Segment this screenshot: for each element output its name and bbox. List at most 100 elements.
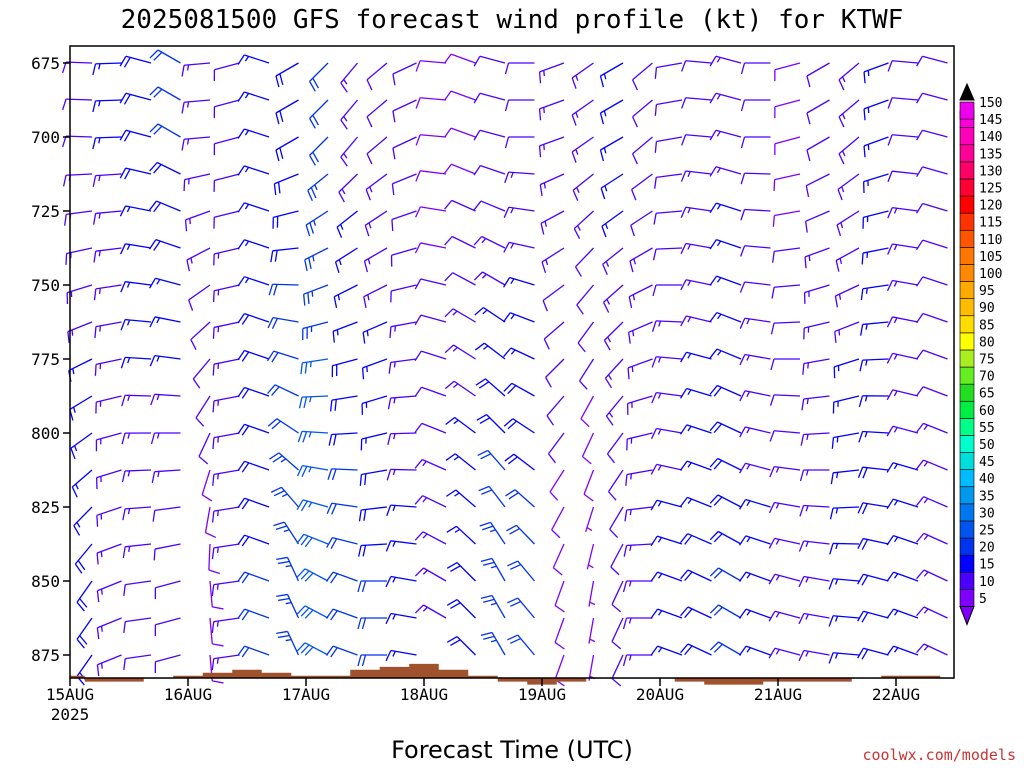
wind-barb bbox=[538, 62, 565, 84]
colorbar-band bbox=[959, 161, 975, 180]
colorbar-band bbox=[959, 178, 975, 197]
wind-barb bbox=[414, 531, 447, 545]
wind-barb bbox=[771, 284, 801, 299]
wind-barb bbox=[444, 308, 476, 323]
wind-barb bbox=[385, 575, 417, 588]
x-tick-label: 16AUG bbox=[164, 685, 212, 704]
colorbar-band bbox=[959, 212, 975, 231]
colorbar-tick-label: 110 bbox=[979, 233, 1002, 248]
wind-barb bbox=[739, 498, 771, 510]
wind-barb bbox=[237, 460, 270, 473]
wind-barb bbox=[237, 645, 270, 658]
x-axis: 15AUG 16AUG 17AUG 18AUG 19AUG 20AUG 21AUG 22AUG bbox=[46, 678, 920, 704]
wind-barb bbox=[119, 205, 152, 217]
wind-barb bbox=[414, 458, 447, 471]
wind-barb bbox=[654, 99, 683, 116]
wind-barb bbox=[862, 173, 889, 194]
wind-barb bbox=[390, 284, 417, 303]
wind-barb bbox=[577, 321, 595, 353]
wind-barb bbox=[76, 617, 93, 649]
wind-barb bbox=[886, 462, 919, 473]
wind-barb bbox=[709, 494, 742, 508]
wind-barb bbox=[681, 60, 712, 72]
wind-barb bbox=[798, 612, 830, 625]
wind-barb bbox=[609, 506, 624, 538]
wind-barb bbox=[296, 533, 329, 548]
wind-barb bbox=[268, 283, 299, 296]
wind-barb bbox=[916, 496, 948, 508]
wind-barb bbox=[709, 384, 742, 397]
wind-barb bbox=[192, 358, 211, 389]
wind-barb bbox=[150, 432, 181, 445]
wind-barb bbox=[357, 580, 387, 593]
wind-barb bbox=[296, 642, 329, 656]
wind-barb bbox=[738, 645, 771, 656]
wind-barb bbox=[475, 378, 506, 397]
wind-barb bbox=[915, 422, 948, 434]
wind-barb bbox=[504, 136, 535, 149]
wind-barb bbox=[237, 534, 270, 547]
x-axis-sublabel: 2025 bbox=[51, 705, 90, 724]
wind-barb bbox=[385, 649, 417, 662]
wind-barb bbox=[806, 136, 830, 162]
colorbar-band bbox=[959, 503, 975, 522]
colorbar-band bbox=[959, 229, 975, 248]
wind-barb bbox=[887, 206, 919, 219]
wind-barb bbox=[120, 318, 152, 331]
wind-barb bbox=[709, 202, 742, 214]
colorbar-bottom-arrow bbox=[959, 605, 975, 626]
wind-barb bbox=[651, 391, 683, 404]
wind-barb bbox=[915, 459, 948, 471]
wind-barb bbox=[709, 92, 742, 104]
y-tick-label: 750 bbox=[31, 276, 60, 295]
wind-barb bbox=[309, 136, 329, 166]
wind-barb bbox=[507, 634, 535, 656]
colorbar-tick-label: 15 bbox=[979, 558, 995, 573]
wind-barb bbox=[96, 617, 122, 640]
wind-barb bbox=[838, 99, 860, 128]
wind-barb bbox=[680, 315, 712, 327]
wind-barb bbox=[650, 535, 683, 547]
wind-barb bbox=[276, 630, 300, 656]
wind-barb bbox=[267, 317, 299, 330]
wind-barb bbox=[96, 506, 122, 527]
wind-barb bbox=[916, 569, 948, 582]
wind-barb bbox=[650, 463, 683, 475]
wind-barb bbox=[631, 173, 653, 201]
wind-barb bbox=[624, 506, 653, 522]
wind-barb bbox=[237, 497, 270, 510]
wind-barb bbox=[861, 247, 889, 265]
wind-barb bbox=[388, 358, 417, 374]
y-tick-label: 875 bbox=[31, 646, 60, 665]
wind-barb bbox=[95, 432, 122, 452]
wind-barb bbox=[571, 62, 594, 89]
wind-barb bbox=[680, 242, 712, 255]
wind-barb bbox=[916, 55, 948, 67]
wind-barb bbox=[237, 239, 270, 250]
wind-barb bbox=[195, 395, 211, 427]
wind-barb bbox=[581, 432, 595, 465]
wind-barbs bbox=[62, 49, 948, 687]
wind-barb bbox=[275, 136, 299, 162]
wind-barb bbox=[629, 247, 653, 273]
wind-barb bbox=[93, 247, 122, 263]
wind-barb bbox=[237, 128, 270, 139]
wind-barb bbox=[574, 247, 594, 277]
wind-barb bbox=[834, 321, 860, 343]
wind-barb bbox=[887, 60, 919, 72]
wind-barb bbox=[92, 173, 122, 187]
wind-barb bbox=[479, 521, 506, 545]
wind-barb bbox=[571, 136, 594, 163]
wind-barb bbox=[631, 99, 653, 128]
wind-barb bbox=[446, 599, 476, 619]
wind-barb bbox=[186, 247, 211, 272]
y-tick-label: 800 bbox=[31, 424, 60, 443]
colorbar-tick-label: 40 bbox=[979, 472, 995, 487]
wind-barb bbox=[149, 354, 181, 367]
wind-barb bbox=[473, 92, 506, 104]
wind-barb bbox=[123, 617, 152, 634]
wind-barb bbox=[599, 136, 624, 162]
wind-barb bbox=[801, 395, 830, 411]
wind-barb bbox=[739, 462, 771, 474]
wind-barb bbox=[651, 356, 683, 368]
